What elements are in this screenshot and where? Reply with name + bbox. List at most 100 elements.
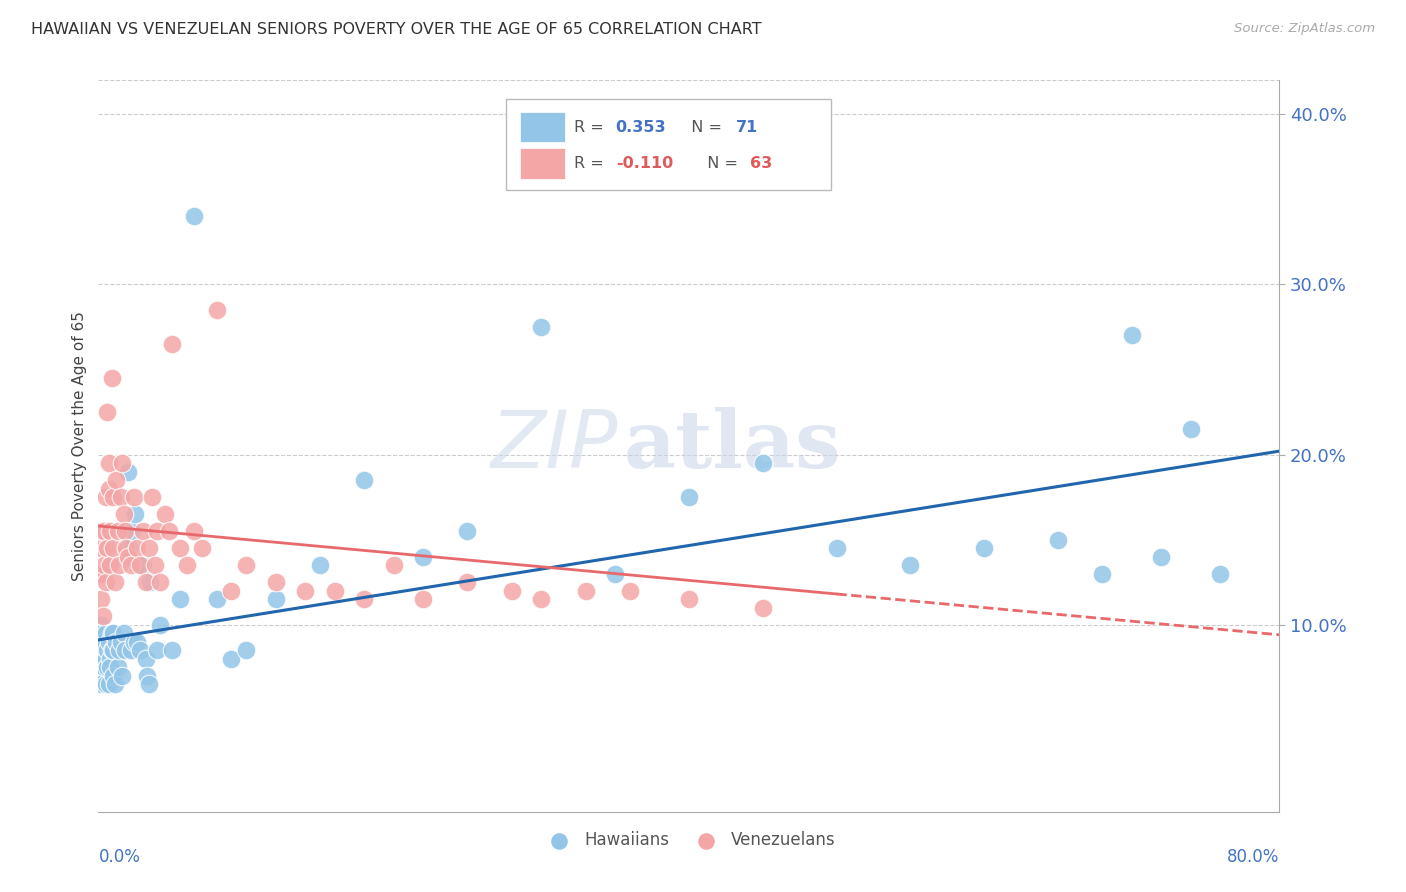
Point <box>323 583 346 598</box>
Point <box>825 541 848 555</box>
Point <box>103 626 125 640</box>
Point <box>530 320 553 334</box>
Point <box>103 490 125 504</box>
Point <box>183 524 205 538</box>
Point <box>98 524 121 538</box>
Point <box>97 482 120 496</box>
Point <box>117 549 139 564</box>
Point <box>96 643 118 657</box>
Point <box>501 583 523 598</box>
Point <box>100 371 122 385</box>
Point <box>457 575 479 590</box>
Point <box>96 660 118 674</box>
Point <box>121 524 143 538</box>
Point <box>104 677 127 691</box>
Text: R =: R = <box>575 156 609 171</box>
Point <box>157 524 180 538</box>
Point <box>128 643 150 657</box>
Point <box>162 643 183 657</box>
Text: 0.353: 0.353 <box>616 120 666 135</box>
Point <box>309 558 332 572</box>
Point <box>94 490 117 504</box>
Text: -0.110: -0.110 <box>616 156 673 171</box>
Point <box>108 558 131 572</box>
Point <box>90 617 112 632</box>
Y-axis label: Seniors Poverty Over the Age of 65: Seniors Poverty Over the Age of 65 <box>72 311 87 581</box>
Point <box>97 634 120 648</box>
Point <box>605 566 627 581</box>
Point <box>146 643 169 657</box>
Point <box>108 643 131 657</box>
Point <box>136 668 159 682</box>
Point <box>294 583 316 598</box>
Point <box>105 473 128 487</box>
Point <box>110 490 132 504</box>
Text: R =: R = <box>575 120 609 135</box>
Point <box>124 507 146 521</box>
Point <box>105 634 128 648</box>
Text: HAWAIIAN VS VENEZUELAN SENIORS POVERTY OVER THE AGE OF 65 CORRELATION CHART: HAWAIIAN VS VENEZUELAN SENIORS POVERTY O… <box>31 22 762 37</box>
Point <box>97 677 120 691</box>
Point <box>235 558 257 572</box>
Point <box>149 617 172 632</box>
Point <box>91 643 114 657</box>
Text: ZIP: ZIP <box>491 407 619 485</box>
FancyBboxPatch shape <box>520 148 565 179</box>
Point <box>132 558 155 572</box>
Point <box>120 558 142 572</box>
Point <box>111 456 134 470</box>
Point <box>353 592 375 607</box>
Point <box>91 609 114 624</box>
Point <box>91 626 114 640</box>
Point <box>1046 533 1070 547</box>
Point <box>221 651 243 665</box>
Point <box>100 643 122 657</box>
Point <box>104 575 127 590</box>
Point <box>149 575 172 590</box>
Point <box>94 626 117 640</box>
Point <box>183 210 205 224</box>
Point <box>125 634 148 648</box>
Point <box>89 643 111 657</box>
Point <box>118 541 141 555</box>
Point <box>122 634 145 648</box>
Point <box>93 558 115 572</box>
Point <box>412 549 434 564</box>
Point <box>575 583 598 598</box>
Point <box>112 507 135 521</box>
Point <box>162 337 183 351</box>
Point <box>752 600 775 615</box>
Point <box>117 465 139 479</box>
Point <box>205 302 228 317</box>
Point <box>98 558 121 572</box>
Point <box>93 660 115 674</box>
Point <box>93 634 115 648</box>
Point <box>112 626 135 640</box>
Point <box>143 558 166 572</box>
Point <box>90 677 112 691</box>
Point <box>132 524 155 538</box>
Point <box>153 507 176 521</box>
Point <box>96 405 118 419</box>
Point <box>90 524 112 538</box>
Point <box>264 592 287 607</box>
Point <box>139 575 162 590</box>
Point <box>103 643 125 657</box>
Point <box>122 490 145 504</box>
Point <box>138 541 160 555</box>
Point <box>412 592 434 607</box>
Text: 0.0%: 0.0% <box>98 848 141 866</box>
Point <box>94 575 117 590</box>
Point <box>107 660 129 674</box>
Point <box>900 558 922 572</box>
Point <box>98 651 121 665</box>
Point <box>89 626 111 640</box>
Point <box>114 524 136 538</box>
Point <box>530 592 553 607</box>
Text: 63: 63 <box>751 156 773 171</box>
Point <box>1121 328 1143 343</box>
Point <box>89 541 111 555</box>
Point <box>1180 422 1202 436</box>
Point <box>1091 566 1114 581</box>
Point <box>114 643 136 657</box>
